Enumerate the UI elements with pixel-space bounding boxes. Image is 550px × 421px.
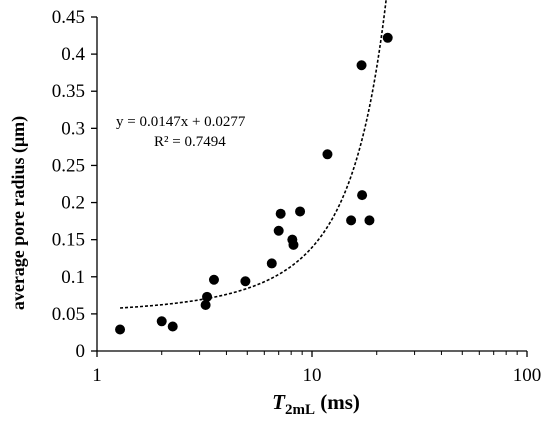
y-axis-label: average pore radius (μm) — [8, 116, 29, 310]
data-point — [167, 321, 178, 332]
trendline-equation: y = 0.0147x + 0.0277 — [116, 114, 246, 130]
data-point — [115, 324, 126, 335]
x-tick-label: 100 — [513, 365, 542, 386]
y-tick-label: 0.4 — [61, 44, 85, 65]
trendline — [119, 0, 387, 309]
data-point — [295, 206, 306, 217]
x-axis-label-subscript: 2mL — [285, 402, 315, 418]
y-tick-label: 0.45 — [52, 7, 85, 28]
data-point — [208, 274, 219, 285]
data-point — [364, 215, 375, 226]
x-axis-label-unit: (ms) — [315, 390, 360, 414]
y-tick-label: 0.1 — [61, 267, 85, 288]
data-point — [346, 215, 357, 226]
x-axis-label: T2mL (ms) — [272, 390, 360, 418]
data-point — [288, 239, 299, 250]
y-axis-ticks: 0 0.05 0.1 0.15 0.2 0.25 0.3 0.35 0.4 0.45 — [52, 7, 97, 362]
data-point — [273, 225, 284, 236]
data-points — [115, 32, 393, 335]
data-point — [382, 32, 393, 43]
y-tick-label: 0.3 — [61, 118, 85, 139]
y-tick-label: 0.05 — [52, 304, 85, 325]
data-point — [200, 299, 211, 310]
x-tick-label: 10 — [303, 365, 322, 386]
data-point — [322, 149, 333, 160]
data-point — [156, 316, 167, 327]
x-axis-label-main: T — [272, 390, 286, 414]
data-point — [357, 190, 368, 201]
y-tick-label: 0.15 — [52, 230, 85, 251]
y-tick-label: 0 — [76, 341, 86, 362]
y-tick-label: 0.25 — [52, 155, 85, 176]
y-tick-label: 0.35 — [52, 81, 85, 102]
data-point — [356, 60, 367, 71]
data-point — [240, 276, 251, 287]
data-point — [266, 258, 277, 269]
x-axis-ticks: 1 10 100 — [92, 351, 541, 386]
y-tick-label: 0.2 — [61, 193, 85, 214]
data-point — [202, 291, 213, 302]
x-tick-label: 1 — [92, 365, 102, 386]
data-point — [275, 208, 286, 219]
trendline-r2: R² = 0.7494 — [154, 134, 226, 150]
